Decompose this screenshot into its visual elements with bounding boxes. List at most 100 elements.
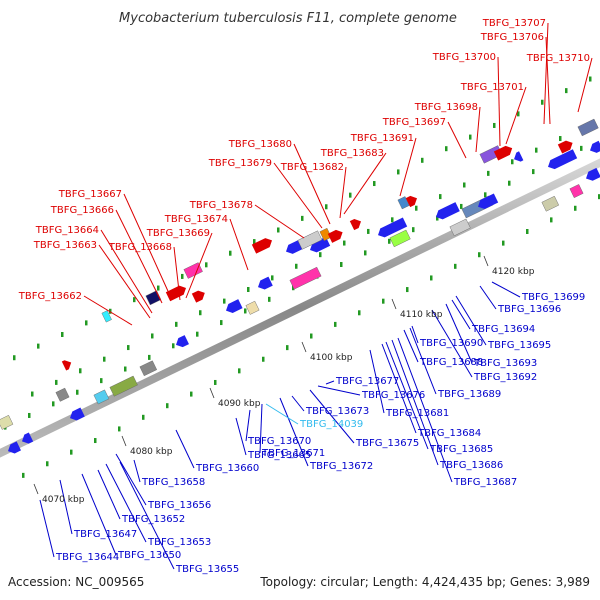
track-dot [295,263,298,269]
leader-line [279,397,309,467]
gene-label-tbfg_13655: TBFG_13655 [175,564,239,575]
gene-label-tbfg_13665: TBFG_13665 [247,450,311,461]
gene-label-tbfg_13680: TBFG_13680 [228,139,292,150]
gene-label-tbfg_13706: TBFG_13706 [480,32,544,43]
gene-feature [101,310,112,323]
track-dot [133,297,136,303]
gene-label-tbfg_13678: TBFG_13678 [189,200,253,211]
leader-line [293,143,331,225]
track-dot [310,333,313,339]
track-dot [76,389,79,395]
track-dot [262,356,265,362]
leader-line [229,218,249,271]
track-dot [574,205,577,211]
track-dot [124,366,127,372]
track-dot [286,345,289,351]
gene-feature [251,238,273,254]
label-leader-lines [39,22,593,570]
accession-text: Accession: NC_009565 [8,575,145,589]
gene-label-tbfg_13682: TBFG_13682 [280,162,344,173]
gene-feature [569,184,584,198]
gene-label-tbfg_13673: TBFG_13673 [305,406,369,417]
scale-tick [121,435,127,447]
gene-feature [541,195,560,212]
gene-label-tbfg_13699: TBFG_13699 [521,292,585,303]
gene-feature [378,217,408,238]
track-dot [109,308,112,314]
leader-line [339,166,347,219]
track-dot [478,252,481,258]
track-dot [79,368,82,374]
track-dot [247,287,250,292]
gene-feature [310,236,331,253]
gene-label-tbfg_13671: TBFG_13671 [261,448,325,459]
leader-line [403,329,419,363]
leader-line [397,337,453,483]
track-dot [151,333,154,339]
gene-label-tbfg_13694: TBFG_13694 [471,324,535,335]
gene-label-tbfg_13681: TBFG_13681 [385,408,449,419]
scale-label: 4070 kbp [42,495,85,505]
leader-line [369,349,385,414]
leader-line [309,389,355,444]
track-dot [85,320,88,326]
leader-line [173,246,181,301]
gene-label-tbfg_13644: TBFG_13644 [55,552,119,563]
leader-line [273,162,323,229]
gene-feature [176,335,189,348]
gene-label-tbfg_13685: TBFG_13685 [429,444,493,455]
gene-label-tbfg_13666: TBFG_13666 [50,205,114,216]
scale-label: 4110 kbp [400,310,443,320]
gene-label-tbfg_13710: TBFG_13710 [526,53,590,64]
track-dot [220,320,223,326]
leader-line [133,459,141,483]
leader-line [475,106,481,153]
gene-feature [319,227,332,241]
leader-line [505,86,527,145]
track-dot [535,147,538,153]
gene-label-tbfg_13692: TBFG_13692 [473,372,537,383]
scale-tick [391,298,397,310]
gene-feature [55,387,70,402]
leader-line [445,303,473,364]
gene-label-tbfg_13698: TBFG_13698 [414,102,478,113]
gene-feature [590,140,600,153]
gene-label-tbfg_13701: TBFG_13701 [460,82,524,93]
track-dot [37,343,40,349]
gene-feature [327,229,343,243]
track-dot [532,169,535,175]
leader-line [447,121,467,159]
genome-backbone [0,158,600,458]
gene-label-tbfg_13660: TBFG_13660 [195,463,259,474]
track-dot [436,215,439,221]
track-dot [373,181,376,187]
scale-tick [33,483,39,495]
track-dot [367,228,370,234]
leader-line [325,380,335,385]
track-dot [52,401,55,407]
track-dot [271,275,274,281]
track-dot [196,331,199,337]
gene-label-tbfg_13686: TBFG_13686 [439,460,503,471]
leader-line [235,417,247,456]
track-dot [118,426,121,432]
gene-label-tbfg_13693: TBFG_13693 [473,358,537,369]
leader-line [119,461,175,570]
gene-features [0,118,600,454]
gene-feature [70,407,85,421]
gene-label-tbfg_13691: TBFG_13691 [350,133,414,144]
leader-line [385,341,429,450]
gene-feature [405,195,418,208]
track-dot [55,379,58,385]
leader-line [455,295,487,346]
track-dot [391,217,394,223]
track-dot [100,378,103,384]
gene-feature [548,149,578,170]
gene-label-tbfg_13697: TBFG_13697 [382,117,446,128]
gene-feature [577,118,599,137]
track-dot [517,111,520,117]
gene-feature [245,300,260,315]
track-dot [22,472,25,478]
gene-label-tbfg_13687: TBFG_13687 [453,477,517,488]
